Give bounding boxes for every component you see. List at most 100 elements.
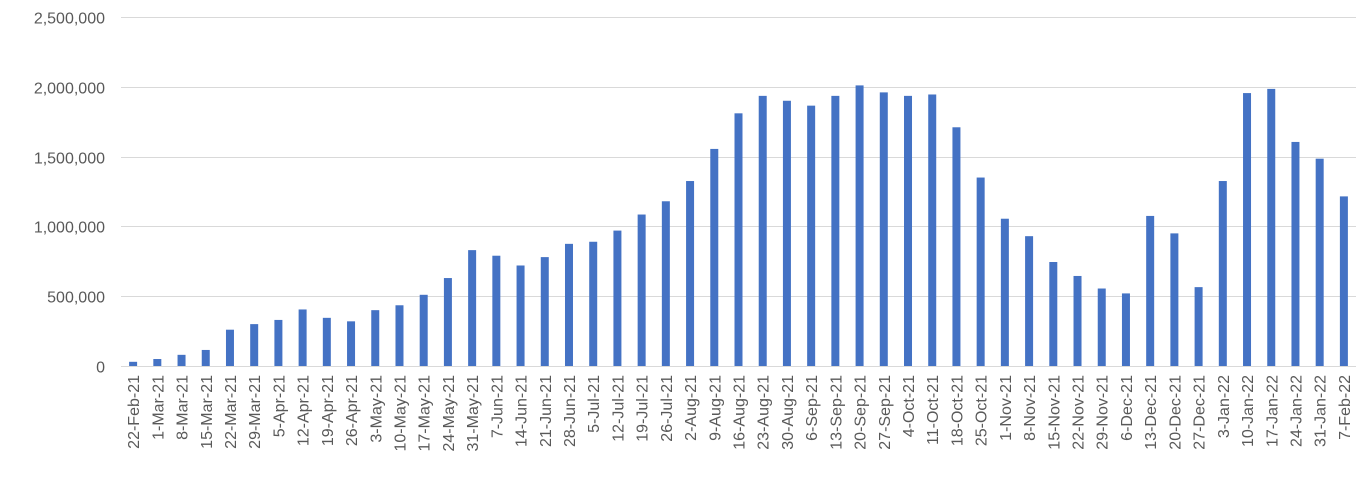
x-tick-label: 8-Nov-21 xyxy=(1022,375,1039,441)
bar xyxy=(1049,262,1057,366)
x-tick-label: 25-Oct-21 xyxy=(974,375,991,446)
x-tick-label: 23-Aug-21 xyxy=(756,375,773,450)
bar xyxy=(517,265,525,366)
bar xyxy=(1243,93,1251,366)
bar xyxy=(1291,142,1299,366)
bar xyxy=(1219,181,1227,366)
x-tick-label: 8-Mar-21 xyxy=(175,375,192,440)
bar xyxy=(807,106,815,366)
x-tick-label: 18-Oct-21 xyxy=(949,375,966,446)
x-tick-label: 10-Jan-22 xyxy=(1240,375,1257,447)
x-tick-label: 31-Jan-22 xyxy=(1313,375,1330,447)
x-tick-label: 3-Jan-22 xyxy=(1216,375,1233,438)
y-axis-labels: 0 500,000 1,000,000 1,500,000 2,000,000 2,500… xyxy=(34,11,105,377)
bar xyxy=(444,278,452,366)
x-tick-label: 15-Nov-21 xyxy=(1046,375,1063,450)
bar xyxy=(565,244,573,366)
x-tick-label: 6-Sep-21 xyxy=(804,375,821,441)
y-tick-label: 0 xyxy=(96,360,105,377)
bar xyxy=(202,350,210,366)
bar xyxy=(856,85,864,366)
x-tick-label: 16-Aug-21 xyxy=(732,375,749,450)
x-tick-label: 6-Dec-21 xyxy=(1119,375,1136,441)
bar xyxy=(371,310,379,366)
x-tick-label: 22-Mar-21 xyxy=(223,375,240,449)
bar xyxy=(977,178,985,366)
bar xyxy=(735,113,743,366)
bar xyxy=(904,96,912,366)
x-tick-label: 3-May-21 xyxy=(368,375,385,443)
bar xyxy=(613,231,621,366)
x-tick-label: 27-Sep-21 xyxy=(877,375,894,450)
x-tick-label: 28-Jun-21 xyxy=(562,375,579,447)
x-tick-label: 19-Apr-21 xyxy=(320,375,337,446)
x-tick-label: 12-Apr-21 xyxy=(296,375,313,446)
x-tick-label: 13-Sep-21 xyxy=(828,375,845,450)
x-tick-label: 29-Mar-21 xyxy=(247,375,264,449)
y-tick-label: 1,000,000 xyxy=(34,220,105,237)
x-tick-label: 11-Oct-21 xyxy=(925,375,942,445)
x-tick-label: 26-Jul-21 xyxy=(659,375,676,442)
y-tick-label: 2,000,000 xyxy=(34,81,105,98)
bar xyxy=(468,250,476,366)
bar xyxy=(1146,216,1154,366)
bar xyxy=(831,96,839,366)
x-tick-label: 20-Sep-21 xyxy=(853,375,870,450)
x-tick-label: 22-Feb-21 xyxy=(126,375,143,449)
x-tick-label: 5-Apr-21 xyxy=(271,375,288,437)
bar xyxy=(783,101,791,366)
x-tick-label: 2-Aug-21 xyxy=(683,375,700,441)
x-tick-label: 22-Nov-21 xyxy=(1071,375,1088,450)
x-tick-label: 15-Mar-21 xyxy=(199,375,216,449)
bar xyxy=(589,242,597,366)
bar xyxy=(347,321,355,366)
bar xyxy=(250,324,258,366)
bar xyxy=(1267,89,1275,366)
y-tick-label: 500,000 xyxy=(47,290,105,307)
bar xyxy=(880,92,888,366)
bar xyxy=(492,256,500,366)
x-tick-label: 13-Dec-21 xyxy=(1143,375,1160,450)
bar xyxy=(662,201,670,366)
x-tick-label: 30-Aug-21 xyxy=(780,375,797,450)
bar xyxy=(1001,219,1009,366)
bar xyxy=(759,96,767,366)
bar xyxy=(928,94,936,366)
x-tick-label: 14-Jun-21 xyxy=(514,375,531,447)
bar xyxy=(178,355,186,366)
x-tick-label: 4-Oct-21 xyxy=(901,375,918,437)
bar xyxy=(226,330,234,366)
bar xyxy=(323,318,331,366)
x-tick-label: 5-Jul-21 xyxy=(586,375,603,433)
bar xyxy=(129,362,137,366)
x-tick-label: 1-Mar-21 xyxy=(150,375,167,440)
bar xyxy=(686,181,694,366)
x-tick-label: 10-May-21 xyxy=(392,375,409,452)
x-tick-label: 17-May-21 xyxy=(417,375,434,452)
x-tick-label: 20-Dec-21 xyxy=(1167,375,1184,450)
bars xyxy=(129,85,1348,366)
bar xyxy=(1122,293,1130,366)
bar xyxy=(153,359,161,366)
bar xyxy=(1170,233,1178,366)
bar xyxy=(420,295,428,366)
bar xyxy=(710,149,718,366)
bar xyxy=(638,215,646,366)
x-tick-label: 26-Apr-21 xyxy=(344,375,361,446)
x-tick-label: 24-Jan-22 xyxy=(1288,375,1305,447)
x-tick-label: 21-Jun-21 xyxy=(538,375,555,447)
bar xyxy=(1195,287,1203,366)
bar xyxy=(1098,289,1106,366)
x-tick-label: 1-Nov-21 xyxy=(998,375,1015,441)
bar xyxy=(1074,276,1082,366)
x-tick-label: 24-May-21 xyxy=(441,375,458,452)
x-tick-label: 7-Jun-21 xyxy=(489,375,506,438)
bar xyxy=(395,305,403,366)
y-tick-label: 2,500,000 xyxy=(34,11,105,28)
x-tick-label: 7-Feb-22 xyxy=(1337,375,1354,440)
bar xyxy=(1316,159,1324,366)
x-tick-label: 19-Jul-21 xyxy=(635,375,652,442)
x-tick-label: 12-Jul-21 xyxy=(610,375,627,442)
x-tick-label: 9-Aug-21 xyxy=(707,375,724,441)
